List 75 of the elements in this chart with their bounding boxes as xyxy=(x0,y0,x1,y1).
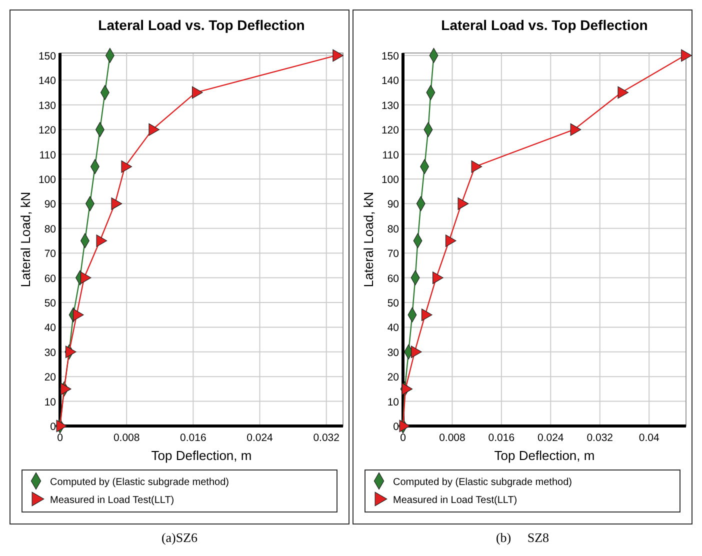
point xyxy=(80,272,92,284)
x-tick-label: 0.008 xyxy=(439,432,466,444)
y-tick-label: 20 xyxy=(387,372,400,384)
x-axis-title: Top Deflection, m xyxy=(494,448,595,463)
point xyxy=(458,197,469,210)
y-tick-label: 140 xyxy=(38,75,56,88)
y-tick-label: 0 xyxy=(393,421,400,433)
y-tick-label: 90 xyxy=(387,198,400,211)
y-tick-label: 130 xyxy=(38,100,56,112)
point xyxy=(111,197,122,210)
y-tick-label: 80 xyxy=(44,223,56,236)
y-tick-label: 130 xyxy=(381,100,400,112)
chart-title: Lateral Load vs. Top Deflection xyxy=(98,17,305,33)
point xyxy=(72,308,84,322)
y-tick-label: 60 xyxy=(387,272,400,285)
y-tick-label: 90 xyxy=(44,198,56,211)
point xyxy=(56,420,68,432)
x-tick-label: 0.032 xyxy=(586,432,614,444)
y-tick-label: 100 xyxy=(381,174,400,186)
x-axis-title: Top Deflection, m xyxy=(151,448,252,463)
chart-title: Lateral Load vs. Top Deflection xyxy=(441,17,648,33)
y-tick-label: 50 xyxy=(44,297,56,310)
legend-label: Measured in Load Test(LLT) xyxy=(50,495,174,506)
y-tick-label: 10 xyxy=(387,396,400,408)
x-tick-label: 0.04 xyxy=(638,432,660,444)
point xyxy=(96,234,108,247)
x-tick-label: 0.016 xyxy=(488,432,515,444)
y-tick-label: 30 xyxy=(44,346,56,359)
y-tick-label: 70 xyxy=(387,248,400,260)
x-tick-label: 0.024 xyxy=(538,432,564,444)
x-tick-label: 0.008 xyxy=(113,432,140,444)
x-tick-label: 0.032 xyxy=(313,432,340,444)
point xyxy=(332,49,344,62)
y-tick-label: 120 xyxy=(38,124,56,137)
y-tick-label: 0 xyxy=(50,421,56,433)
point xyxy=(570,123,582,136)
legend-label: Computed by (Elastic subgrade method) xyxy=(50,477,229,488)
point xyxy=(445,234,456,247)
legend-label: Measured in Load Test(LLT) xyxy=(393,495,518,506)
y-tick-label: 150 xyxy=(381,50,400,62)
point xyxy=(618,86,628,99)
y-tick-label: 110 xyxy=(382,149,400,162)
y-tick-label: 140 xyxy=(381,75,400,88)
y-tick-label: 10 xyxy=(44,396,56,408)
point xyxy=(681,49,692,62)
point xyxy=(432,272,444,284)
y-tick-label: 20 xyxy=(44,372,56,384)
y-tick-label: 50 xyxy=(387,297,400,310)
y-tick-label: 40 xyxy=(44,322,56,334)
point xyxy=(148,123,160,136)
y-tick-label: 30 xyxy=(387,346,400,359)
point xyxy=(402,382,413,396)
x-tick-label: 0.024 xyxy=(246,432,274,444)
text: (b) SZ8 xyxy=(496,530,550,545)
point xyxy=(121,160,132,173)
y-axis-title: Lateral Load, kN xyxy=(18,192,33,288)
point xyxy=(421,308,432,322)
point xyxy=(192,86,203,99)
y-tick-label: 110 xyxy=(39,149,56,162)
y-tick-label: 150 xyxy=(38,50,56,62)
point xyxy=(471,160,482,173)
y-tick-label: 60 xyxy=(44,272,56,285)
y-tick-label: 120 xyxy=(381,124,400,137)
y-axis-title: Lateral Load, kN xyxy=(361,192,376,288)
x-tick-label: 0.016 xyxy=(180,432,206,444)
y-tick-label: 100 xyxy=(38,174,56,186)
y-tick-label: 40 xyxy=(387,322,400,334)
y-tick-label: 70 xyxy=(44,248,56,260)
point xyxy=(60,382,72,396)
legend-label: Computed by (Elastic subgrade method) xyxy=(393,477,572,488)
point xyxy=(410,346,422,358)
point xyxy=(65,346,76,358)
y-tick-label: 80 xyxy=(387,223,400,236)
point xyxy=(399,420,410,432)
text: (a)SZ6 xyxy=(161,530,198,545)
